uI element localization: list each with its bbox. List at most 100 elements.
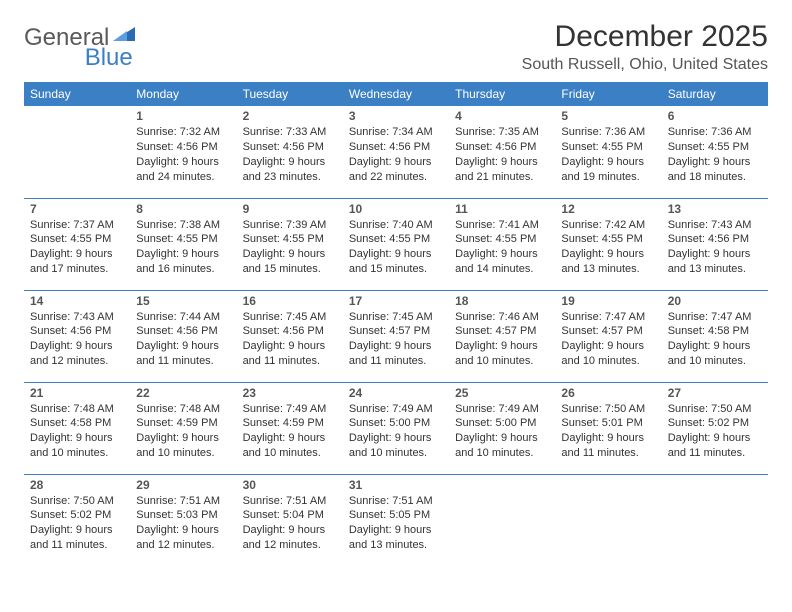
day-number: 21 — [30, 386, 124, 400]
calendar-cell: 22Sunrise: 7:48 AMSunset: 4:59 PMDayligh… — [130, 382, 236, 474]
daylight: Daylight: 9 hours and 12 minutes. — [243, 523, 337, 553]
sunset: Sunset: 4:55 PM — [349, 232, 443, 247]
header: General December 2025 South Russell, Ohi… — [24, 20, 768, 74]
day-number: 5 — [561, 109, 655, 123]
day-number: 8 — [136, 202, 230, 216]
sunrise: Sunrise: 7:49 AM — [455, 402, 549, 417]
calendar-cell: 28Sunrise: 7:50 AMSunset: 5:02 PMDayligh… — [24, 474, 130, 566]
day-number: 22 — [136, 386, 230, 400]
daylight: Daylight: 9 hours and 10 minutes. — [561, 339, 655, 369]
calendar-cell: 20Sunrise: 7:47 AMSunset: 4:58 PMDayligh… — [662, 290, 768, 382]
sunset: Sunset: 4:56 PM — [243, 140, 337, 155]
sunset: Sunset: 4:56 PM — [455, 140, 549, 155]
daylight: Daylight: 9 hours and 10 minutes. — [243, 431, 337, 461]
sunset: Sunset: 4:56 PM — [30, 324, 124, 339]
daylight: Daylight: 9 hours and 11 minutes. — [561, 431, 655, 461]
sunset: Sunset: 5:05 PM — [349, 508, 443, 523]
day-number: 13 — [668, 202, 762, 216]
calendar-cell: 25Sunrise: 7:49 AMSunset: 5:00 PMDayligh… — [449, 382, 555, 474]
sunset: Sunset: 5:01 PM — [561, 416, 655, 431]
day-number: 3 — [349, 109, 443, 123]
sunset: Sunset: 4:57 PM — [349, 324, 443, 339]
calendar-cell: 8Sunrise: 7:38 AMSunset: 4:55 PMDaylight… — [130, 198, 236, 290]
sunset: Sunset: 4:56 PM — [136, 140, 230, 155]
sunset: Sunset: 5:00 PM — [349, 416, 443, 431]
title-block: December 2025 South Russell, Ohio, Unite… — [522, 20, 768, 74]
calendar-body: 1Sunrise: 7:32 AMSunset: 4:56 PMDaylight… — [24, 106, 768, 566]
sunrise: Sunrise: 7:36 AM — [668, 125, 762, 140]
sunset: Sunset: 4:57 PM — [455, 324, 549, 339]
weekday-header: Friday — [555, 82, 661, 106]
month-title: December 2025 — [522, 20, 768, 54]
sunrise: Sunrise: 7:48 AM — [136, 402, 230, 417]
daylight: Daylight: 9 hours and 11 minutes. — [243, 339, 337, 369]
day-number: 27 — [668, 386, 762, 400]
sunset: Sunset: 4:55 PM — [243, 232, 337, 247]
day-number: 1 — [136, 109, 230, 123]
calendar-cell: 19Sunrise: 7:47 AMSunset: 4:57 PMDayligh… — [555, 290, 661, 382]
day-number: 15 — [136, 294, 230, 308]
daylight: Daylight: 9 hours and 13 minutes. — [561, 247, 655, 277]
sunrise: Sunrise: 7:33 AM — [243, 125, 337, 140]
sunrise: Sunrise: 7:46 AM — [455, 310, 549, 325]
sunrise: Sunrise: 7:36 AM — [561, 125, 655, 140]
calendar-cell: 26Sunrise: 7:50 AMSunset: 5:01 PMDayligh… — [555, 382, 661, 474]
daylight: Daylight: 9 hours and 13 minutes. — [668, 247, 762, 277]
calendar-head: SundayMondayTuesdayWednesdayThursdayFrid… — [24, 82, 768, 106]
daylight: Daylight: 9 hours and 15 minutes. — [243, 247, 337, 277]
day-number: 20 — [668, 294, 762, 308]
logo-triangle-icon — [113, 25, 135, 46]
calendar-cell: 10Sunrise: 7:40 AMSunset: 4:55 PMDayligh… — [343, 198, 449, 290]
sunset: Sunset: 4:55 PM — [561, 140, 655, 155]
location: South Russell, Ohio, United States — [522, 56, 768, 74]
day-number: 9 — [243, 202, 337, 216]
sunrise: Sunrise: 7:51 AM — [136, 494, 230, 509]
calendar-row: 14Sunrise: 7:43 AMSunset: 4:56 PMDayligh… — [24, 290, 768, 382]
calendar-cell: 17Sunrise: 7:45 AMSunset: 4:57 PMDayligh… — [343, 290, 449, 382]
daylight: Daylight: 9 hours and 12 minutes. — [136, 523, 230, 553]
sunset: Sunset: 4:56 PM — [136, 324, 230, 339]
sunrise: Sunrise: 7:37 AM — [30, 218, 124, 233]
calendar-cell: 23Sunrise: 7:49 AMSunset: 4:59 PMDayligh… — [237, 382, 343, 474]
sunrise: Sunrise: 7:47 AM — [668, 310, 762, 325]
calendar-cell: 13 Sunrise: 7:43 AMSunset: 4:56 PMDayligh… — [662, 198, 768, 290]
sunset: Sunset: 5:02 PM — [30, 508, 124, 523]
day-number: 26 — [561, 386, 655, 400]
weekday-header: Thursday — [449, 82, 555, 106]
calendar-cell: 5Sunrise: 7:36 AMSunset: 4:55 PMDaylight… — [555, 106, 661, 198]
day-number: 14 — [30, 294, 124, 308]
daylight: Daylight: 9 hours and 18 minutes. — [668, 155, 762, 185]
calendar-cell: 18 Sunrise: 7:46 AMSunset: 4:57 PMDayligh… — [449, 290, 555, 382]
sunset: Sunset: 5:02 PM — [668, 416, 762, 431]
sunset: Sunset: 4:59 PM — [136, 416, 230, 431]
day-number: 4 — [455, 109, 549, 123]
calendar-cell-empty — [449, 474, 555, 566]
daylight: Daylight: 9 hours and 10 minutes. — [30, 431, 124, 461]
calendar-cell: 30Sunrise: 7:51 AMSunset: 5:04 PMDayligh… — [237, 474, 343, 566]
day-number: 7 — [30, 202, 124, 216]
daylight: Daylight: 9 hours and 10 minutes. — [455, 339, 549, 369]
sunset: Sunset: 4:56 PM — [668, 232, 762, 247]
weekday-header: Tuesday — [237, 82, 343, 106]
sunrise: Sunrise: 7:39 AM — [243, 218, 337, 233]
daylight: Daylight: 9 hours and 21 minutes. — [455, 155, 549, 185]
daylight: Daylight: 9 hours and 14 minutes. — [455, 247, 549, 277]
sunset: Sunset: 4:55 PM — [455, 232, 549, 247]
daylight: Daylight: 9 hours and 16 minutes. — [136, 247, 230, 277]
calendar-cell: 16Sunrise: 7:45 AMSunset: 4:56 PMDayligh… — [237, 290, 343, 382]
sunset: Sunset: 4:55 PM — [561, 232, 655, 247]
sunrise: Sunrise: 7:45 AM — [243, 310, 337, 325]
calendar-row: 28Sunrise: 7:50 AMSunset: 5:02 PMDayligh… — [24, 474, 768, 566]
day-number: 18 — [455, 294, 549, 308]
day-number: 24 — [349, 386, 443, 400]
sunrise: Sunrise: 7:49 AM — [243, 402, 337, 417]
sunrise: Sunrise: 7:38 AM — [136, 218, 230, 233]
day-number: 31 — [349, 478, 443, 492]
calendar-cell: 27Sunrise: 7:50 AMSunset: 5:02 PMDayligh… — [662, 382, 768, 474]
sunrise: Sunrise: 7:47 AM — [561, 310, 655, 325]
calendar-row: 1Sunrise: 7:32 AMSunset: 4:56 PMDaylight… — [24, 106, 768, 198]
daylight: Daylight: 9 hours and 10 minutes. — [455, 431, 549, 461]
day-number: 23 — [243, 386, 337, 400]
sunrise: Sunrise: 7:43 AM — [668, 218, 762, 233]
daylight: Daylight: 9 hours and 11 minutes. — [349, 339, 443, 369]
